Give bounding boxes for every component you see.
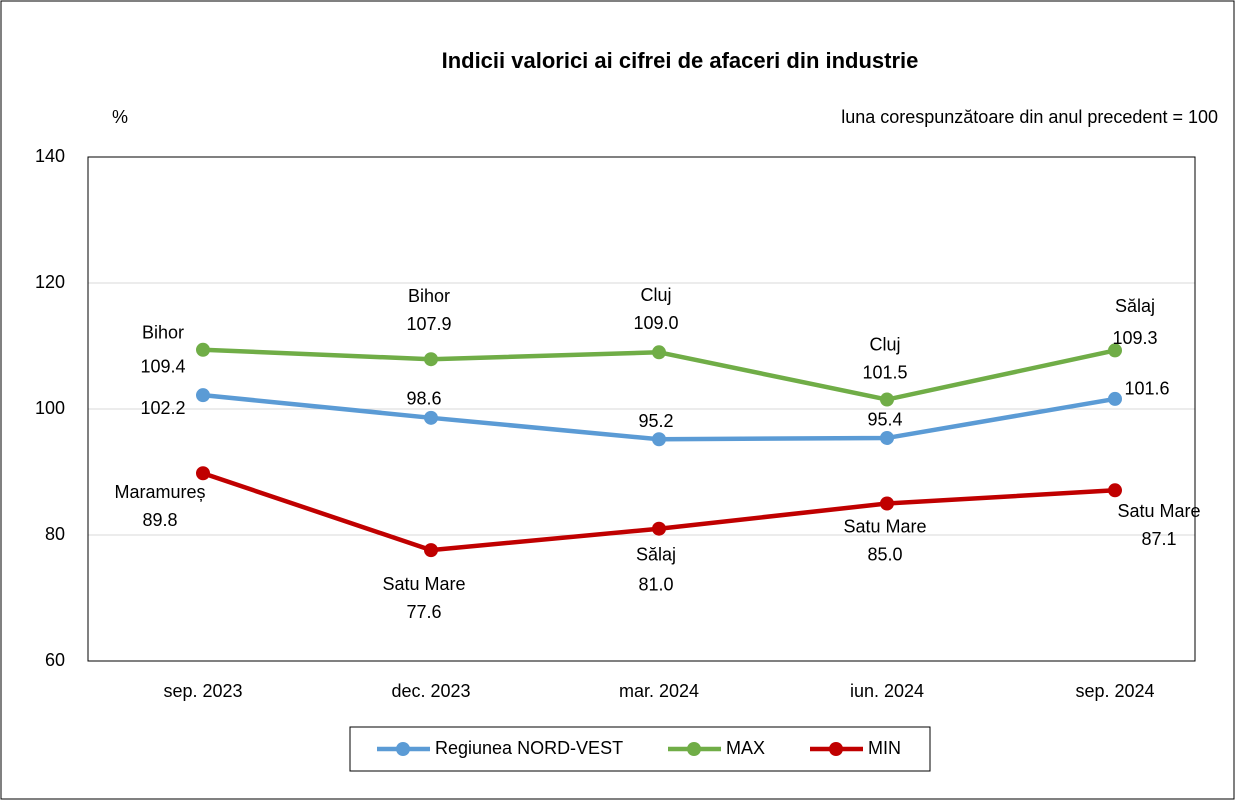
- data-label: 77.6: [406, 602, 441, 622]
- data-label: 109.0: [633, 313, 678, 333]
- legend-marker: [687, 742, 701, 756]
- data-label: 101.6: [1124, 379, 1169, 399]
- legend-label: MIN: [868, 738, 901, 758]
- data-label: 98.6: [406, 389, 441, 409]
- data-label: 85.0: [867, 544, 902, 564]
- marker: [880, 496, 894, 511]
- plot-border: [87, 156, 1196, 662]
- marker: [652, 432, 666, 447]
- marker: [880, 392, 894, 407]
- y-tick-label: 140: [35, 146, 65, 166]
- legend-label: Regiunea NORD-VEST: [435, 738, 623, 758]
- y-tick-label: 120: [35, 272, 65, 292]
- data-label: 95.2: [638, 411, 673, 431]
- marker: [424, 352, 438, 367]
- marker: [880, 430, 894, 445]
- data-label: 95.4: [867, 410, 902, 430]
- chart-title: Indicii valorici ai cifrei de afaceri di…: [442, 48, 919, 73]
- marker: [1108, 391, 1122, 406]
- marker: [652, 345, 666, 360]
- legend-label: MAX: [726, 738, 765, 758]
- point-label: Bihor: [142, 323, 184, 343]
- x-tick-label: iun. 2024: [850, 681, 924, 701]
- x-tick-label: sep. 2023: [163, 681, 242, 701]
- note: luna corespunzătoare din anul precedent …: [841, 107, 1218, 127]
- data-label: 109.3: [1112, 328, 1157, 348]
- marker: [196, 466, 210, 481]
- point-label: Maramureș: [114, 482, 205, 502]
- marker: [424, 543, 438, 558]
- point-label: Satu Mare: [382, 574, 465, 594]
- data-label: 87.1: [1141, 529, 1176, 549]
- x-tick-label: dec. 2023: [391, 681, 470, 701]
- data-label: 101.5: [862, 362, 907, 382]
- data-label: 109.4: [140, 357, 185, 377]
- marker: [1108, 343, 1122, 358]
- x-tick-label: mar. 2024: [619, 681, 699, 701]
- point-label: Cluj: [869, 334, 900, 354]
- marker: [196, 342, 210, 357]
- point-label: Sălaj: [1115, 296, 1155, 316]
- marker: [424, 410, 438, 425]
- marker: [1108, 483, 1122, 498]
- y-tick-label: 100: [35, 398, 65, 418]
- data-label: 89.8: [142, 510, 177, 530]
- data-label: 102.2: [140, 398, 185, 418]
- point-label: Satu Mare: [1117, 501, 1200, 521]
- data-label: 81.0: [638, 574, 673, 594]
- marker: [652, 521, 666, 536]
- point-label: Sălaj: [636, 544, 676, 564]
- point-label: Satu Mare: [843, 516, 926, 536]
- legend-marker: [396, 742, 410, 756]
- y-axis-label: %: [112, 107, 128, 127]
- point-label: Bihor: [408, 286, 450, 306]
- y-tick-label: 60: [45, 650, 65, 670]
- x-tick-label: sep. 2024: [1075, 681, 1154, 701]
- y-tick-label: 80: [45, 524, 65, 544]
- point-label: Cluj: [640, 285, 671, 305]
- legend-marker: [829, 742, 843, 756]
- marker: [196, 388, 210, 403]
- data-label: 107.9: [406, 314, 451, 334]
